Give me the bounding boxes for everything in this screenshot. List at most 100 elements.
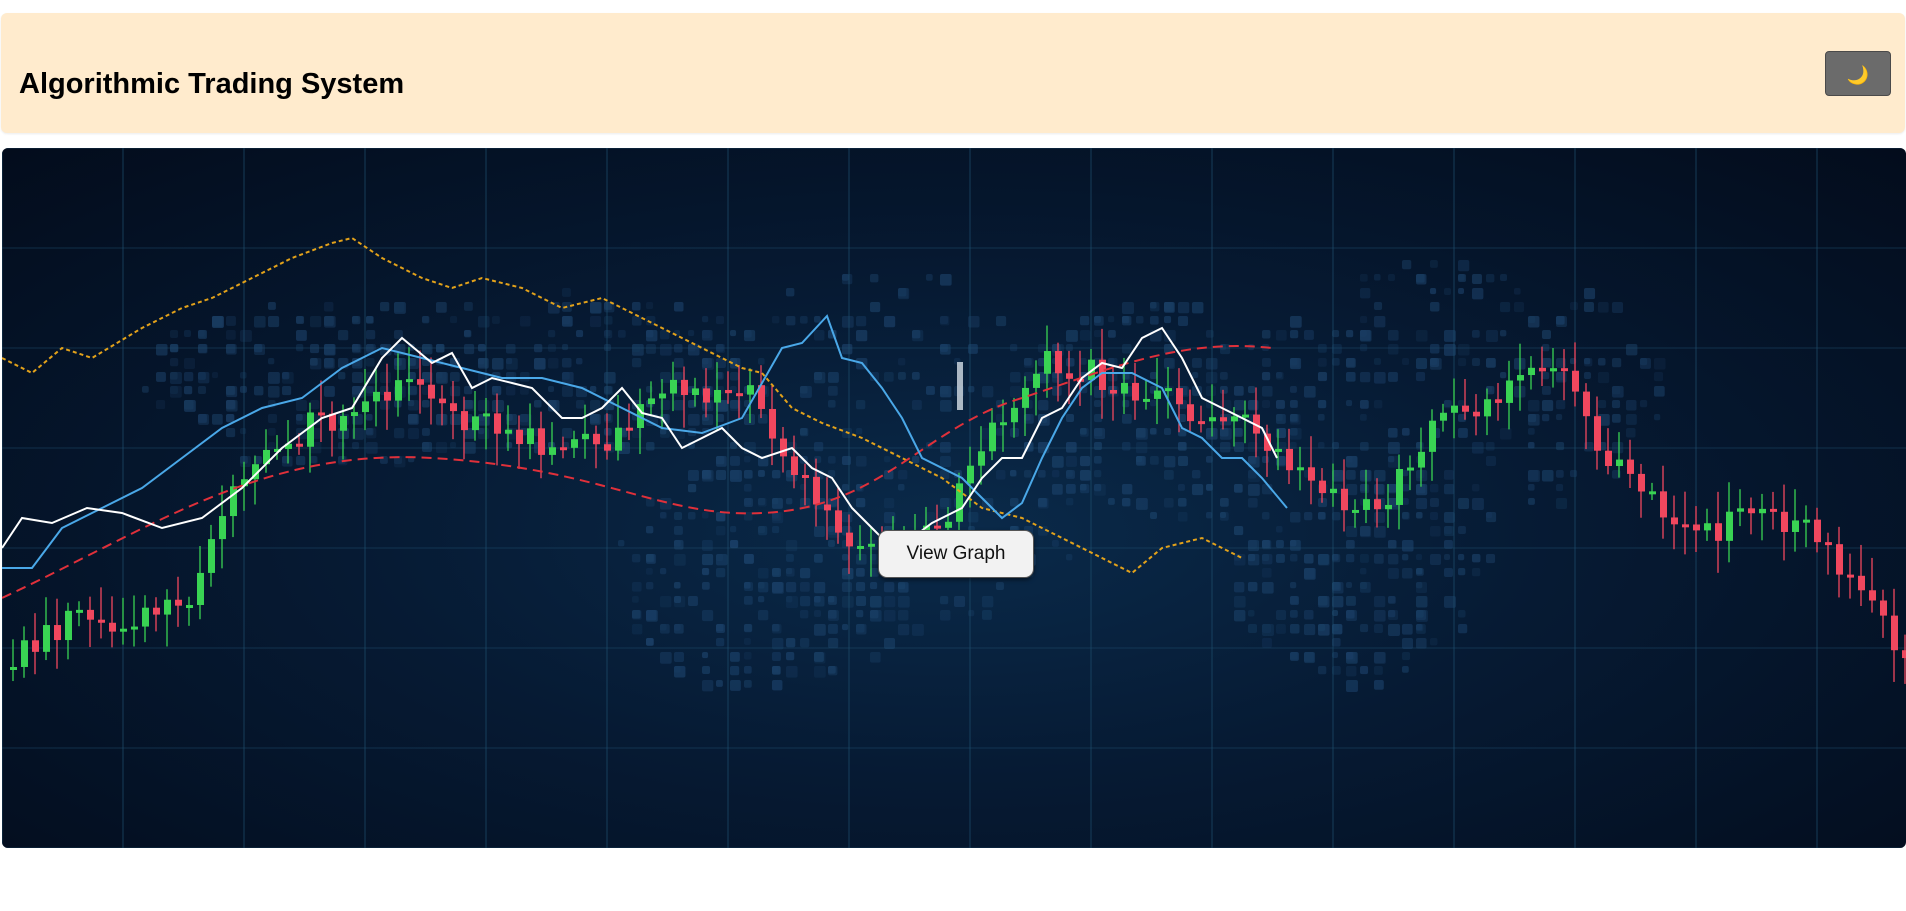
map-dot [1388,456,1400,468]
map-dot [1332,470,1339,477]
map-dot [1346,330,1354,338]
map-dot [1094,456,1102,464]
map-dot [394,302,406,314]
candle-body [274,448,281,452]
map-dot [814,666,826,678]
map-dot [814,652,826,664]
map-dot [1066,470,1073,477]
map-dot [1402,512,1409,519]
candle-body [1440,412,1447,421]
map-dot [492,386,502,396]
candle-body [1539,367,1546,372]
map-dot [1290,358,1298,366]
map-dot [996,414,1004,422]
map-dot [1094,316,1105,327]
map-dot [646,554,655,563]
map-dot [1458,414,1466,422]
map-dot [1346,484,1358,496]
candle-body [549,447,556,455]
map-dot [198,414,209,425]
map-dot [1528,442,1535,449]
map-dot [1234,554,1246,566]
map-dot [1262,400,1270,408]
map-dot [310,316,322,328]
map-dot [856,554,867,565]
map-dot [800,386,808,394]
map-dot [1500,428,1512,440]
map-dot [1374,680,1384,690]
map-dot [716,414,724,422]
map-dot [800,428,808,436]
map-dot [464,400,473,409]
map-dot [758,414,768,424]
map-dot [1206,484,1213,491]
map-dot [1262,540,1271,549]
candle-body [1594,416,1601,451]
candle-body [714,389,721,403]
map-dot [1150,316,1159,325]
candle-body [1033,373,1040,388]
map-dot [1416,624,1423,631]
map-dot [324,386,335,397]
map-dot [1164,330,1176,342]
map-dot [674,582,681,589]
map-dot [800,610,809,619]
map-dot [1052,456,1064,468]
map-dot [772,512,779,519]
candle-body [285,443,292,449]
map-dot [268,302,276,310]
map-dot [156,400,166,410]
map-dot [702,400,714,412]
map-dot [1346,456,1358,468]
map-dot [1178,484,1185,491]
candle-body [1132,382,1139,401]
candle-body [1275,448,1282,452]
map-dot [394,428,405,439]
map-dot [212,316,224,328]
map-dot [1192,372,1199,379]
map-dot [1416,624,1426,634]
map-dot [506,358,513,365]
map-dot [1220,512,1227,519]
map-dot [450,442,457,449]
map-dot [730,540,739,549]
map-dot [1248,554,1256,562]
map-dot [1430,554,1442,566]
view-graph-button[interactable]: View Graph [878,530,1034,578]
map-dot [716,568,726,578]
map-dot [1458,526,1466,534]
map-dot [576,400,585,409]
map-dot [1248,498,1258,508]
map-dot [1360,554,1369,563]
map-dot [1080,470,1091,481]
map-dot [422,344,433,355]
map-dot [1388,540,1397,549]
map-dot [1290,554,1298,562]
map-dot [1500,372,1507,379]
map-dot [1388,274,1395,281]
map-dot [688,344,700,356]
theme-toggle-button[interactable]: 🌙 [1825,51,1891,96]
map-dot [772,568,780,576]
map-dot [618,540,625,547]
map-dot [1332,554,1339,561]
map-dot [1164,302,1175,313]
map-dot [660,428,670,438]
map-dot [772,316,780,324]
map-dot [1430,288,1437,295]
map-dot [422,428,430,436]
map-dot [1444,400,1451,407]
map-dot [1416,512,1423,519]
map-dot [1374,316,1386,328]
candle-body [791,456,798,475]
map-dot [1374,596,1386,608]
map-dot [1584,358,1593,367]
map-dot [254,316,266,328]
map-dot [226,400,235,409]
candle-body [725,389,732,394]
map-dot [856,498,866,508]
map-dot [170,386,178,394]
map-dot [1374,610,1386,622]
map-dot [1234,596,1246,608]
map-dot [1332,344,1342,354]
